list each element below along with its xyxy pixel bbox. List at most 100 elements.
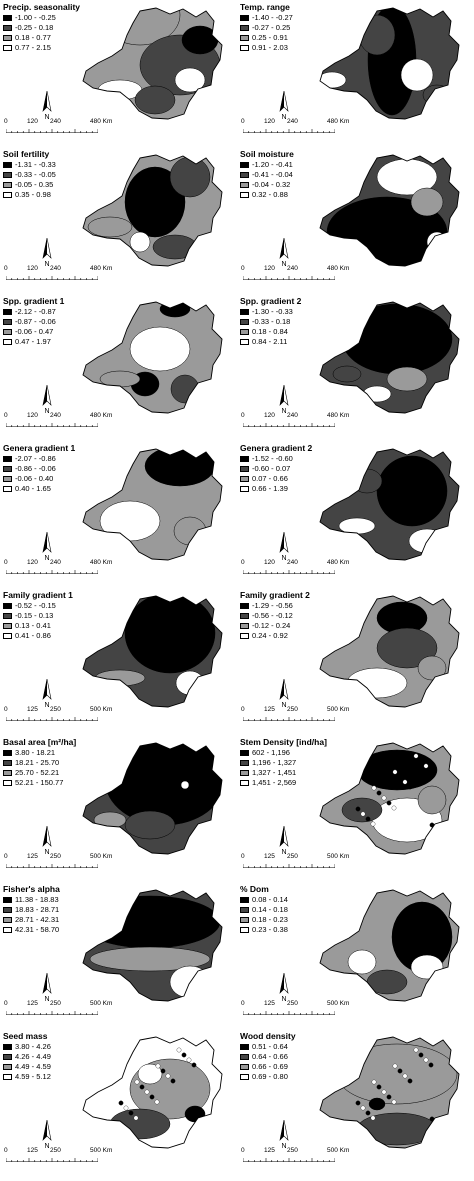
scale-bar: 0 125 250 500 Km — [239, 852, 349, 880]
map-region — [376, 455, 448, 527]
state-outline — [82, 742, 223, 855]
sample-point — [418, 1052, 424, 1058]
state-outline — [82, 301, 223, 414]
legend-label: 0.18 - 0.77 — [15, 33, 51, 42]
legend-label: -1.31 - -0.33 — [15, 160, 56, 169]
panel-title: Stem Density [ind/ha] — [240, 737, 327, 747]
legend-label: 25.70 - 52.21 — [15, 768, 60, 777]
legend-label: -0.25 - 0.18 — [15, 23, 54, 32]
sample-point — [439, 1126, 445, 1132]
map-region — [368, 1097, 386, 1111]
sample-point — [365, 816, 371, 822]
scale-tick-label: 250 — [287, 1000, 298, 1007]
legend-swatch — [240, 171, 249, 178]
panel-title: Soil moisture — [240, 149, 294, 159]
north-arrow-icon: N — [42, 678, 52, 709]
choropleth-map — [82, 301, 223, 414]
legend-swatch — [240, 779, 249, 786]
north-label: N — [281, 702, 286, 709]
legend-swatch — [3, 191, 12, 198]
legend-label: 0.66 - 1.39 — [252, 484, 288, 493]
panel-title: Temp. range — [240, 2, 290, 12]
north-label: N — [281, 555, 286, 562]
panel-title: Family gradient 1 — [3, 590, 73, 600]
north-label: N — [281, 261, 286, 268]
legend-label: 0.18 - 0.23 — [252, 915, 288, 924]
map-region — [137, 1063, 163, 1085]
legend-swatch — [240, 926, 249, 933]
legend-label: 1,327 - 1,451 — [252, 768, 297, 777]
scale-tick-label: 480 Km — [90, 559, 113, 566]
map-region — [170, 374, 200, 404]
legend-label: 0.23 - 0.38 — [252, 925, 288, 934]
scale-tick-label: 120 — [27, 559, 38, 566]
scale-tick-label: 0 — [4, 118, 8, 125]
legend-swatch — [3, 1063, 12, 1070]
sample-point — [118, 1100, 124, 1106]
north-arrow-icon: N — [279, 678, 289, 709]
scale-tick-label: 500 Km — [327, 853, 350, 860]
legend-label: 3.80 - 4.26 — [15, 1042, 51, 1051]
sample-point — [413, 753, 419, 759]
sample-point — [391, 805, 397, 811]
north-arrow-icon: N — [279, 1119, 289, 1150]
state-outline — [82, 1036, 223, 1149]
legend-swatch — [3, 1043, 12, 1050]
scale-tick-label: 500 Km — [90, 706, 113, 713]
north-arrow-icon: N — [279, 825, 289, 856]
choropleth-map — [82, 742, 223, 855]
panel-title: Genera gradient 1 — [3, 443, 76, 453]
legend-label: -1.30 - -0.33 — [252, 307, 293, 316]
map-region — [332, 365, 362, 383]
legend-swatch — [3, 338, 12, 345]
map-region — [347, 949, 377, 975]
scale-tick-label: 480 Km — [327, 559, 350, 566]
scale-tick-label: 120 — [264, 118, 275, 125]
map-panel-spp-gradient-1: Spp. gradient 1 -2.12 - -0.87 -0.87 - -0.0… — [0, 295, 237, 442]
north-label: N — [44, 702, 49, 709]
choropleth-map — [319, 889, 460, 1002]
sample-point — [444, 1131, 450, 1137]
legend-swatch — [240, 1043, 249, 1050]
legend-label: -0.06 - 0.40 — [15, 474, 54, 483]
legend-label: 4.59 - 5.12 — [15, 1072, 51, 1081]
legend-label: -0.52 - -0.15 — [15, 601, 56, 610]
north-arrow-icon: N — [42, 531, 52, 562]
legend-label: 0.64 - 0.66 — [252, 1052, 288, 1061]
scale-bar: 0 120 240 480 Km — [2, 117, 112, 145]
state-outline — [82, 889, 223, 1002]
scale-tick-label: 125 — [264, 706, 275, 713]
map-region — [410, 954, 444, 980]
sample-point — [371, 1079, 377, 1085]
map-region — [410, 187, 444, 217]
choropleth-map — [82, 595, 223, 708]
legend-swatch — [3, 759, 12, 766]
sample-point — [386, 1094, 392, 1100]
legend-swatch — [240, 896, 249, 903]
sample-point — [402, 1073, 408, 1079]
map-region — [336, 1043, 458, 1105]
legend-label: 18.83 - 28.71 — [15, 905, 60, 914]
legend-swatch — [240, 475, 249, 482]
sample-point — [391, 1099, 397, 1105]
state-outline — [319, 448, 460, 561]
state-outline — [319, 154, 460, 267]
legend-swatch — [3, 1053, 12, 1060]
legend-swatch — [3, 906, 12, 913]
sample-point — [354, 752, 360, 758]
legend-swatch — [240, 769, 249, 776]
legend-label: 4.26 - 4.49 — [15, 1052, 51, 1061]
legend-swatch — [3, 926, 12, 933]
legend-label: -1.29 - -0.56 — [252, 601, 293, 610]
map-panel-basal-area: Basal area [m²/ha] 3.80 - 18.21 18.21 - 25… — [0, 736, 237, 883]
scale-tick-label: 125 — [27, 1000, 38, 1007]
scale-bar: 0 125 250 500 Km — [2, 999, 112, 1027]
legend-label: 0.08 - 0.14 — [252, 895, 288, 904]
legend-swatch — [3, 475, 12, 482]
map-region — [83, 895, 221, 949]
sample-point — [360, 811, 366, 817]
north-label: N — [281, 114, 286, 121]
panel-title: Soil fertility — [3, 149, 50, 159]
scale-tick-label: 0 — [241, 706, 245, 713]
sample-point — [149, 1094, 155, 1100]
